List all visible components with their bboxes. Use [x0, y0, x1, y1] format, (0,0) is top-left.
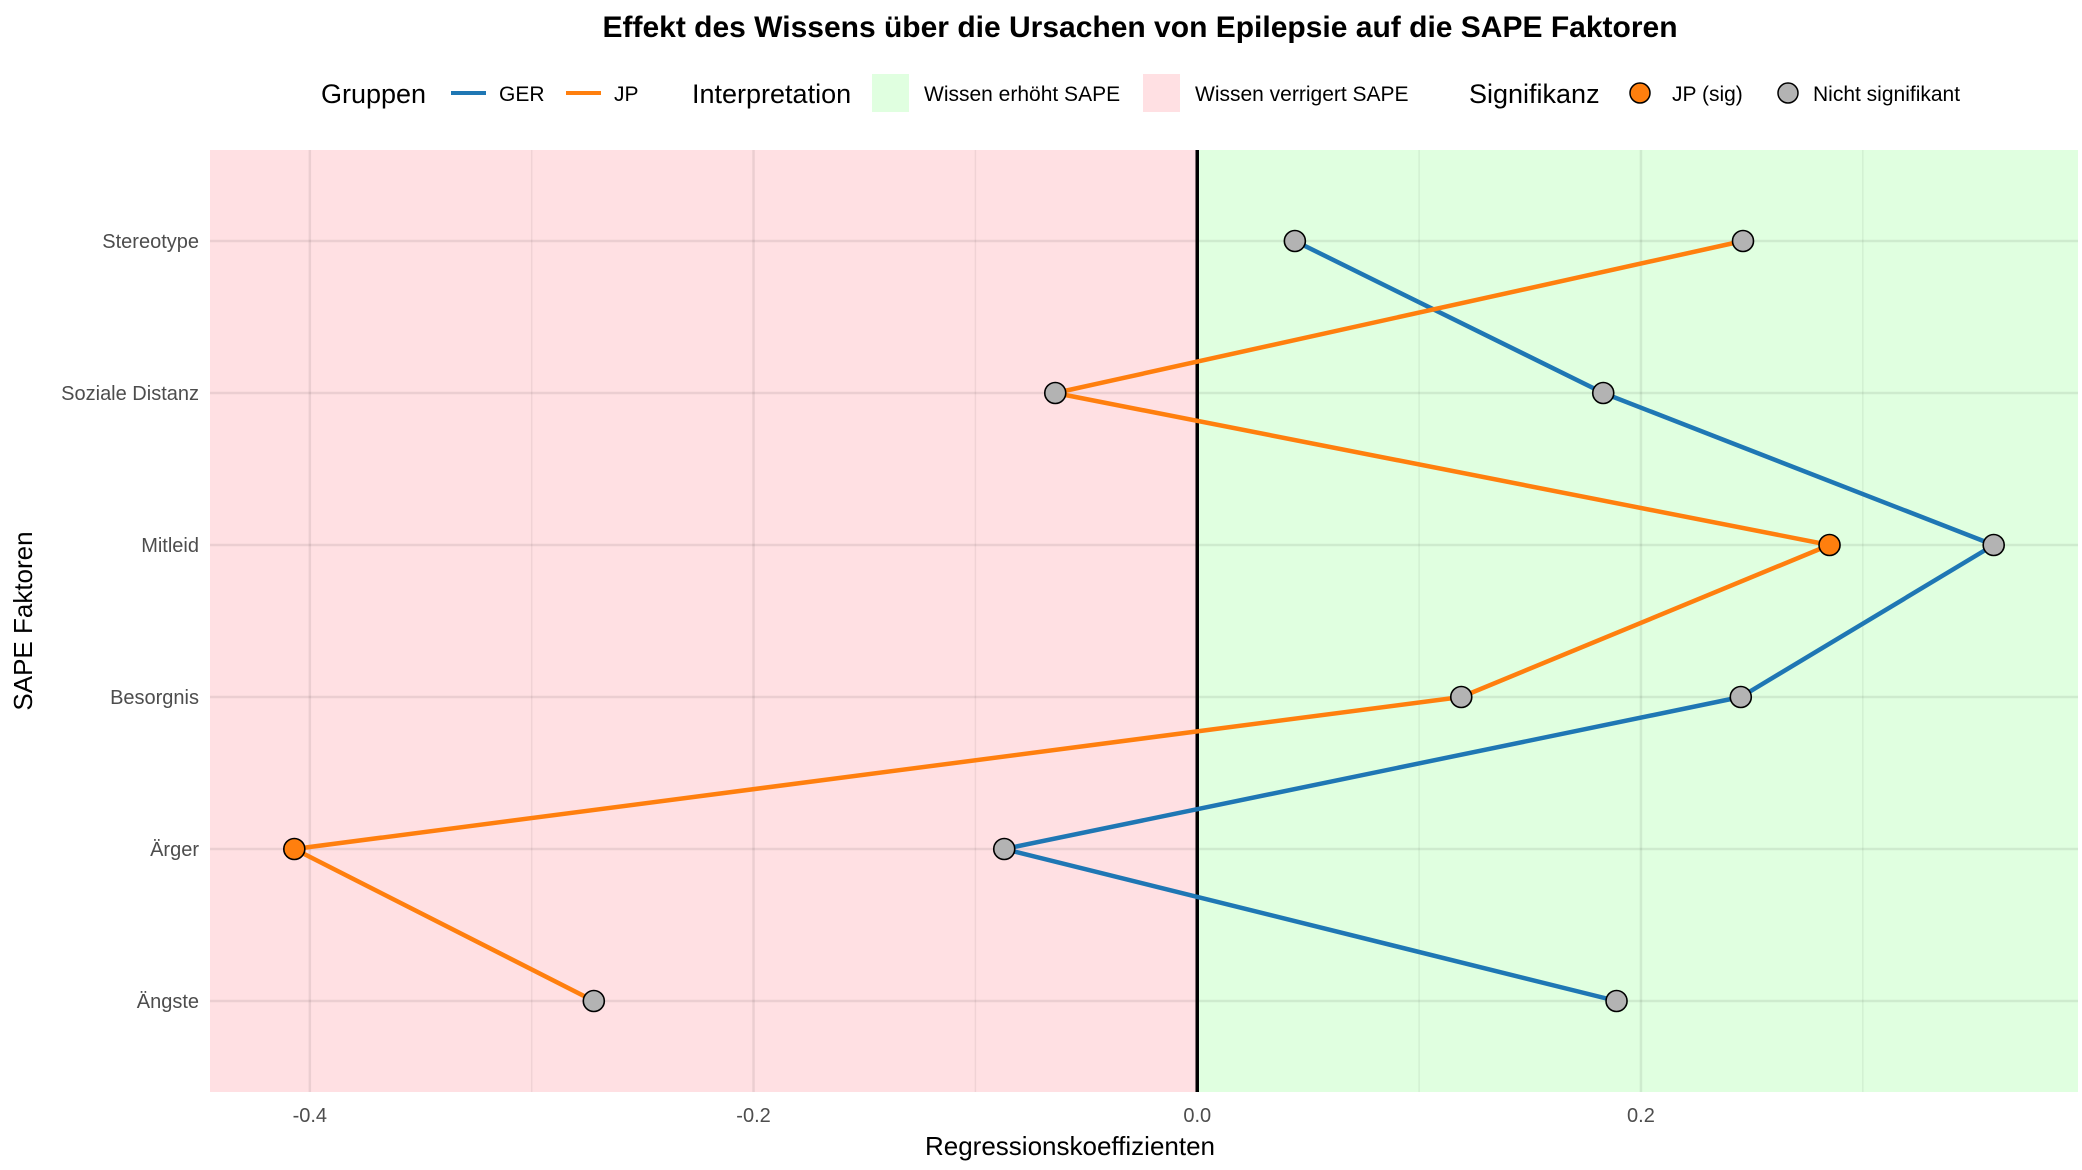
y-tick-label: Mitleid	[141, 535, 199, 557]
data-point-ger	[1729, 685, 1753, 709]
y-axis-label: SAPE Faktoren	[8, 531, 38, 710]
x-tick-label: 0.2	[1627, 1105, 1655, 1127]
legend-label-sig: JP (sig)	[1672, 83, 1743, 106]
legend-label-jp: JP	[614, 83, 639, 106]
y-tick-label: Ärger	[150, 839, 199, 861]
data-point-ger	[1591, 381, 1615, 405]
legend: Gruppen GER JP Interpretation Wissen erh…	[321, 74, 1960, 112]
chart-title: Effekt des Wissens über die Ursachen von…	[602, 11, 1677, 44]
legend-marker-sig	[1629, 82, 1651, 104]
legend-label-nonsig: Nicht signifikant	[1813, 83, 1960, 106]
x-tick-label: -0.2	[736, 1105, 770, 1127]
legend-swatch-increase	[872, 74, 909, 112]
data-point-ger	[992, 837, 1016, 861]
data-point-ger	[1283, 229, 1307, 253]
data-point-jp	[1449, 685, 1473, 709]
plot-area: -0.4 -0.2 0.0 0.2 Ängste Ärger Besorgnis Mitlei…	[61, 150, 2078, 1127]
x-tick-label: -0.4	[293, 1105, 327, 1127]
legend-title-significance: Signifikanz	[1469, 79, 1600, 109]
legend-label-increase: Wissen erhöht SAPE	[924, 83, 1120, 106]
data-point-jp	[582, 989, 606, 1013]
data-point-jp	[1043, 381, 1067, 405]
legend-title-groups: Gruppen	[321, 79, 426, 109]
y-tick-label: Ängste	[137, 991, 199, 1013]
y-tick-label: Soziale Distanz	[61, 383, 199, 405]
x-tick-label: 0.0	[1183, 1105, 1211, 1127]
legend-title-interpretation: Interpretation	[692, 79, 851, 109]
region-1	[210, 150, 1198, 1092]
legend-swatch-decrease	[1143, 74, 1180, 112]
data-point-jp	[1818, 533, 1841, 557]
legend-marker-nonsig	[1777, 82, 1799, 104]
data-point-jp	[1731, 229, 1755, 253]
data-point-ger	[1605, 989, 1628, 1013]
legend-label-decrease: Wissen verrigert SAPE	[1195, 83, 1409, 106]
legend-label-ger: GER	[499, 83, 545, 106]
y-tick-label: Stereotype	[102, 231, 199, 253]
data-point-ger	[1982, 533, 2005, 557]
series-line-jp	[292, 238, 1832, 1004]
region-0	[1197, 150, 2078, 1092]
y-tick-label: Besorgnis	[110, 687, 199, 709]
data-point-jp	[283, 837, 306, 861]
series-line-ger	[1001, 238, 1996, 1004]
x-axis-label: Regressionskoeffizienten	[925, 1131, 1215, 1161]
